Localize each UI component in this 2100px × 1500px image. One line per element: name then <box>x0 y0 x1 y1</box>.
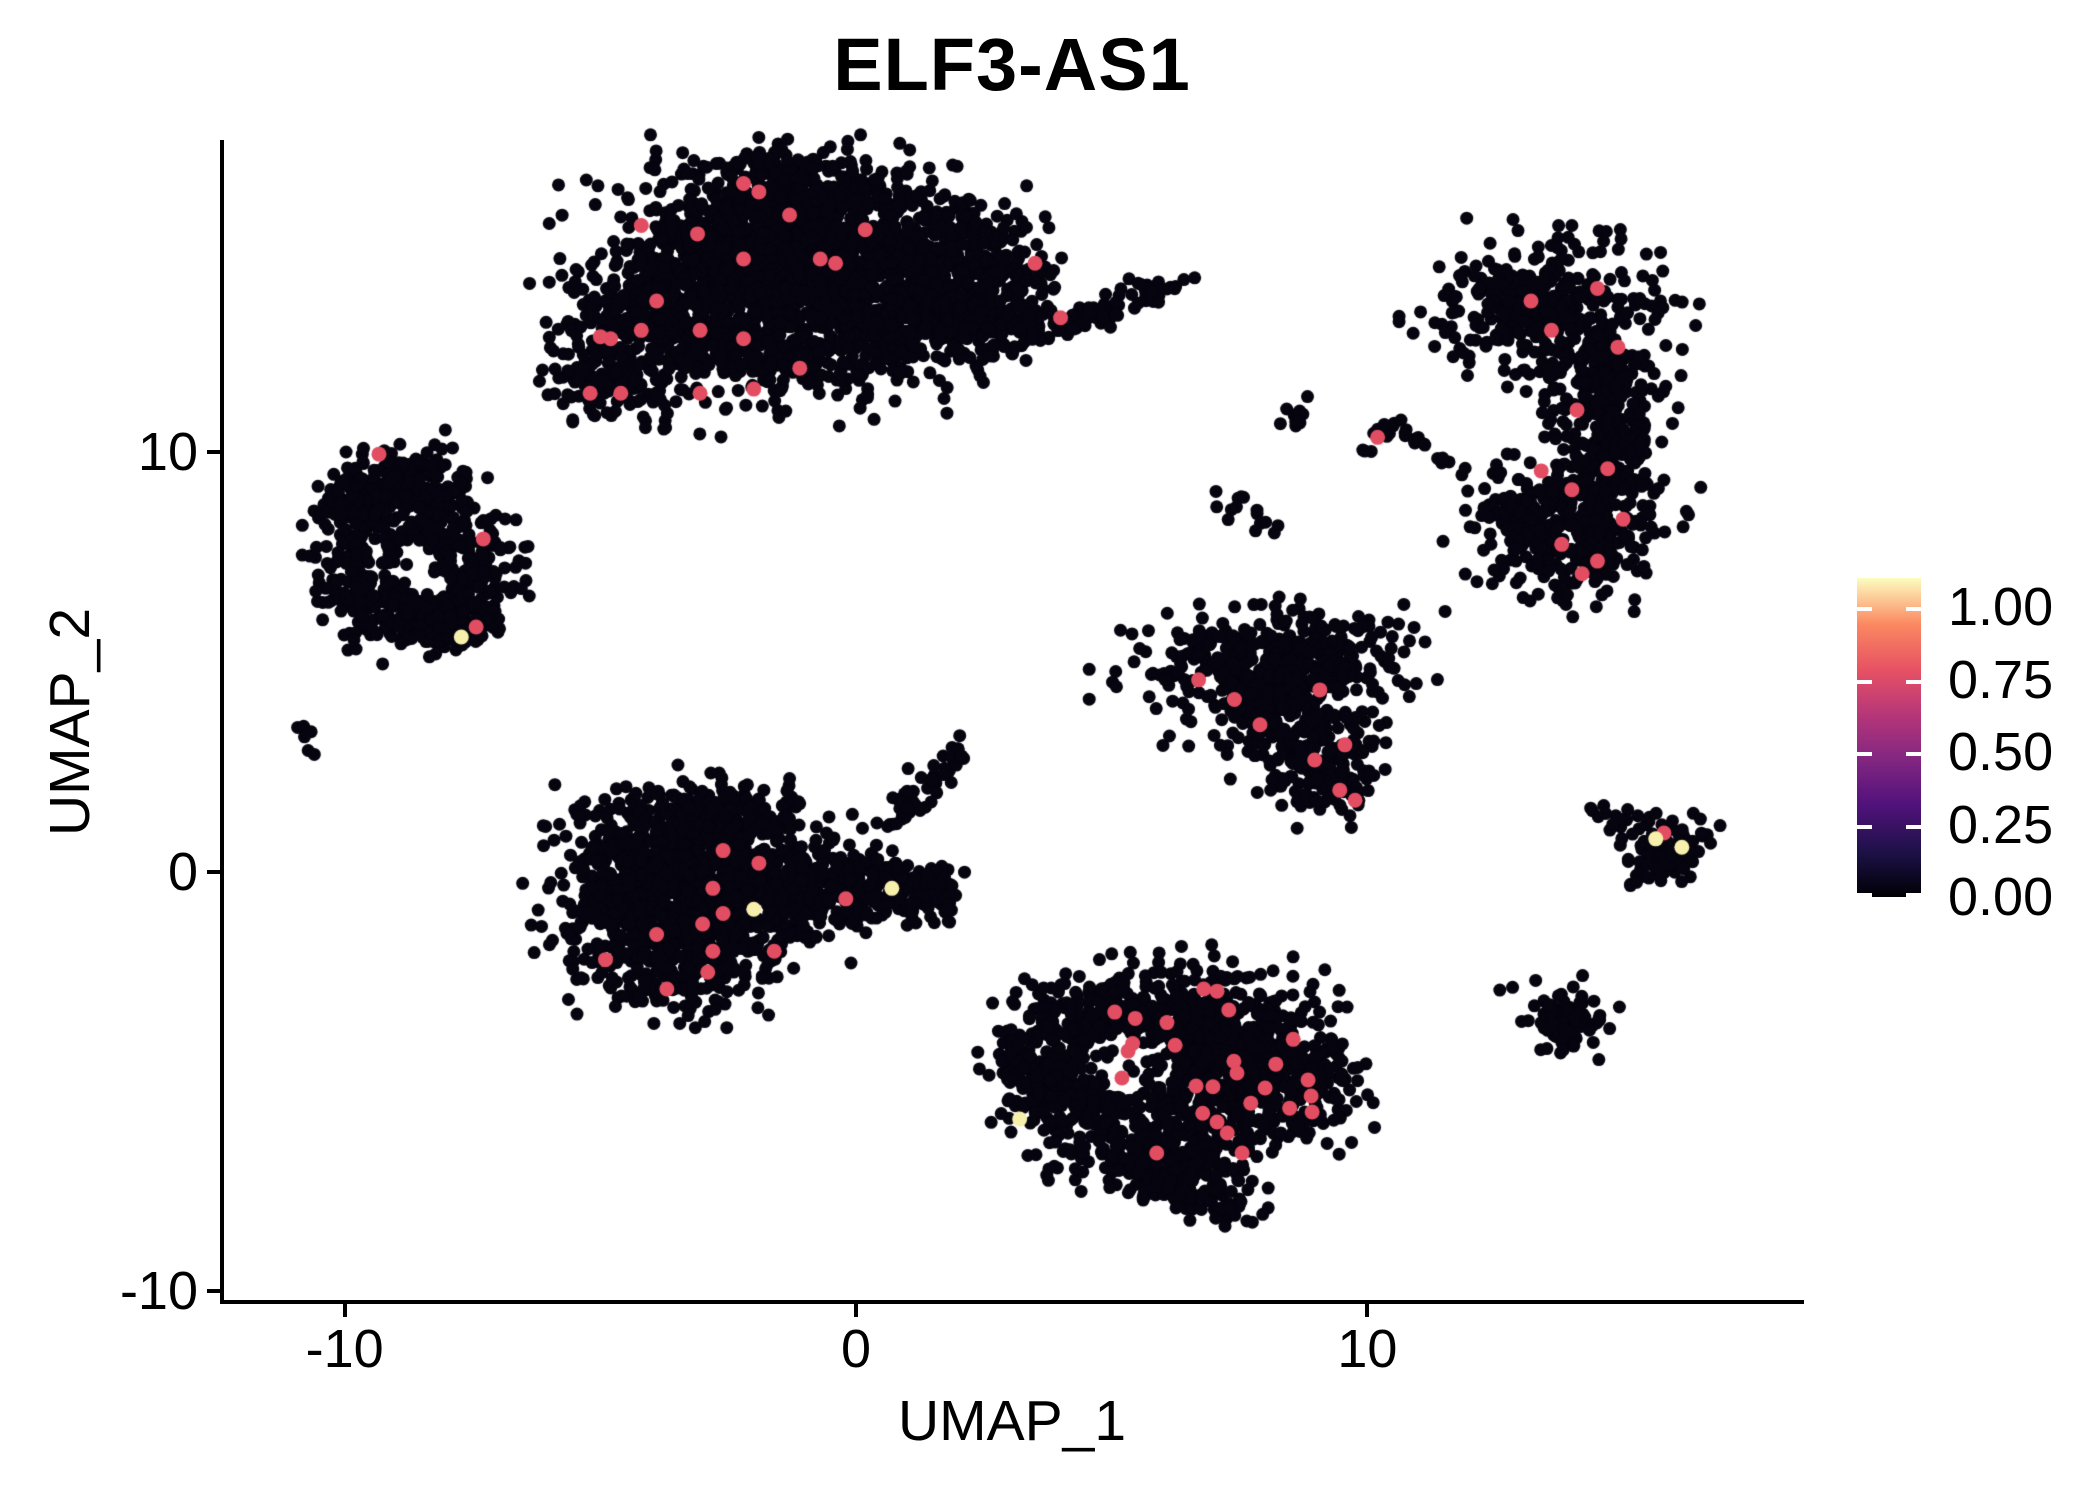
y-axis-line <box>220 140 224 1304</box>
x-tick-label: -10 <box>305 1319 384 1379</box>
y-tick-mark <box>207 869 222 874</box>
colorbar-tick-left <box>1857 824 1872 829</box>
x-tick-mark <box>854 1302 859 1317</box>
colorbar-tick-right <box>1906 752 1921 756</box>
x-tick-mark <box>342 1302 347 1317</box>
y-axis-title: UMAP_2 <box>38 607 102 837</box>
colorbar-tick-left <box>1857 752 1872 756</box>
colorbar-tick-left <box>1857 607 1872 611</box>
colorbar-tick-right <box>1906 893 1921 897</box>
x-tick-mark <box>1365 1302 1370 1317</box>
x-tick-label: 0 <box>841 1319 872 1379</box>
y-tick-mark <box>207 450 222 455</box>
y-tick-label: 10 <box>137 422 198 483</box>
colorbar-tick-right <box>1906 679 1921 684</box>
y-tick-mark <box>207 1289 222 1294</box>
y-tick-label: 0 <box>167 841 198 902</box>
colorbar-tick-left <box>1857 893 1872 897</box>
x-axis-line <box>220 1300 1804 1304</box>
plot-title: ELF3-AS1 <box>833 23 1191 106</box>
colorbar-tick-right <box>1906 824 1921 829</box>
y-tick-label: -10 <box>119 1261 198 1322</box>
colorbar-tick-left <box>1857 679 1872 684</box>
x-axis-title: UMAP_1 <box>897 1389 1127 1453</box>
colorbar-tick-right <box>1906 607 1921 611</box>
x-tick-label: 10 <box>1337 1319 1398 1379</box>
